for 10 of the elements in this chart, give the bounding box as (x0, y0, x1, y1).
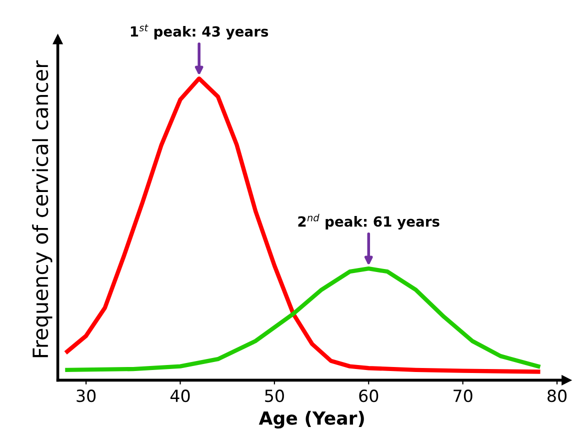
x-tick-label: 30 (76, 390, 96, 402)
x-tick-label: 60 (359, 390, 378, 402)
x-axis-title: Age (Year) (258, 410, 364, 428)
y-axis-title: Frequency of cervical cancer (32, 60, 52, 358)
annotation: 2$^{nd}$ peak: 61 years (298, 214, 440, 230)
x-tick-label: 70 (454, 390, 472, 402)
x-tick-label: 50 (265, 390, 284, 402)
annotation: 1$^{st}$ peak: 43 years (130, 24, 268, 40)
x-tick-label: 40 (170, 390, 190, 402)
x-tick-label: 80 (548, 390, 567, 402)
